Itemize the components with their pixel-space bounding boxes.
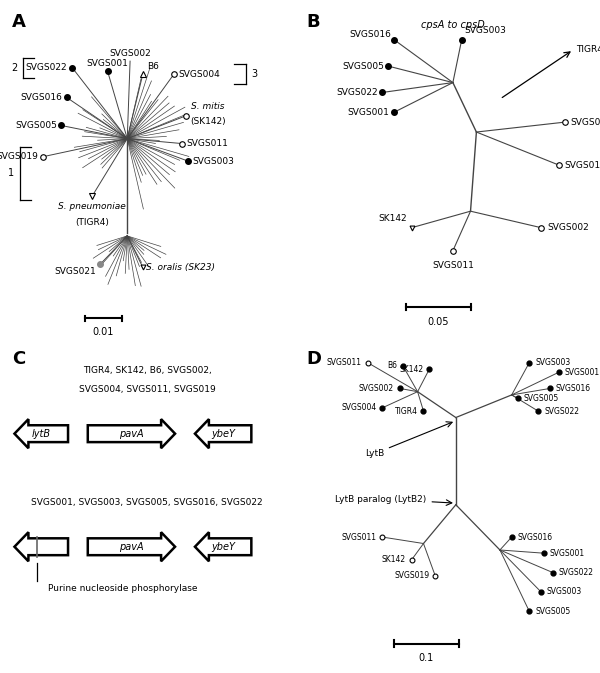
Text: SVGS016: SVGS016 xyxy=(20,93,62,102)
Text: SVGS004: SVGS004 xyxy=(571,118,600,127)
Text: LytB: LytB xyxy=(365,422,452,458)
Text: SVGS019: SVGS019 xyxy=(0,152,38,162)
FancyArrow shape xyxy=(88,532,175,561)
Text: Purine nucleoside phosphorylase: Purine nucleoside phosphorylase xyxy=(48,584,198,593)
Text: SVGS003: SVGS003 xyxy=(535,358,571,367)
Text: SVGS003: SVGS003 xyxy=(464,26,506,35)
Text: S. oralis (SK23): S. oralis (SK23) xyxy=(146,262,215,272)
FancyArrow shape xyxy=(195,419,251,448)
Text: SVGS005: SVGS005 xyxy=(342,62,384,71)
Text: SVGS001, SVGS003, SVGS005, SVGS016, SVGS022: SVGS001, SVGS003, SVGS005, SVGS016, SVGS… xyxy=(31,498,263,507)
Text: SVGS005: SVGS005 xyxy=(523,394,559,402)
Text: SVGS021: SVGS021 xyxy=(55,267,96,276)
Text: pavA: pavA xyxy=(119,429,144,439)
Text: SVGS022: SVGS022 xyxy=(559,568,594,577)
Text: SK142: SK142 xyxy=(382,555,406,564)
Text: SVGS003: SVGS003 xyxy=(547,588,582,596)
Text: SVGS016: SVGS016 xyxy=(556,384,591,393)
Text: cpsA to cpsD: cpsA to cpsD xyxy=(421,20,485,30)
FancyArrow shape xyxy=(88,419,175,448)
Text: SVGS016: SVGS016 xyxy=(518,532,553,542)
Text: SVGS004, SVGS011, SVGS019: SVGS004, SVGS011, SVGS019 xyxy=(79,385,215,394)
Text: SVGS001: SVGS001 xyxy=(565,368,600,377)
Text: SVGS011: SVGS011 xyxy=(432,260,474,270)
Text: SVGS005: SVGS005 xyxy=(15,121,57,130)
Text: S. pneumoniae: S. pneumoniae xyxy=(58,203,126,211)
Text: 2: 2 xyxy=(11,63,17,73)
Text: SVGS019: SVGS019 xyxy=(394,571,430,580)
Text: SVGS002: SVGS002 xyxy=(359,384,394,393)
Text: TIGR4: TIGR4 xyxy=(577,45,600,54)
Text: lytB: lytB xyxy=(32,429,51,439)
Text: SVGS005: SVGS005 xyxy=(535,607,571,616)
Text: SVGS003: SVGS003 xyxy=(192,157,234,166)
Text: (TIGR4): (TIGR4) xyxy=(75,218,109,227)
Text: B: B xyxy=(306,13,320,32)
Text: 0.01: 0.01 xyxy=(92,326,114,336)
Text: (SK142): (SK142) xyxy=(191,117,226,127)
Text: SVGS004: SVGS004 xyxy=(341,403,376,413)
Text: 3: 3 xyxy=(251,69,257,79)
Text: SVGS022: SVGS022 xyxy=(25,63,67,72)
FancyArrow shape xyxy=(14,532,68,561)
Text: SVGS001: SVGS001 xyxy=(86,59,128,68)
Text: SVGS011: SVGS011 xyxy=(327,358,362,367)
Text: A: A xyxy=(11,13,26,32)
Text: SVGS011: SVGS011 xyxy=(341,532,376,542)
FancyArrow shape xyxy=(195,532,251,561)
Text: SVGS004: SVGS004 xyxy=(178,70,220,79)
Text: SVGS011: SVGS011 xyxy=(187,139,229,148)
Text: ybeY: ybeY xyxy=(211,542,235,552)
Text: SVGS001: SVGS001 xyxy=(348,108,389,116)
Text: SVGS019: SVGS019 xyxy=(565,161,600,170)
Text: SK142: SK142 xyxy=(379,214,407,223)
Text: TIGR4: TIGR4 xyxy=(395,406,418,415)
Text: SVGS022: SVGS022 xyxy=(544,406,579,415)
Text: C: C xyxy=(11,350,25,367)
Text: SVGS022: SVGS022 xyxy=(336,88,378,97)
Text: SVGS002: SVGS002 xyxy=(547,223,589,232)
Text: SVGS002: SVGS002 xyxy=(109,49,151,58)
FancyArrow shape xyxy=(14,419,68,448)
Text: SVGS016: SVGS016 xyxy=(349,30,391,39)
Text: pavA: pavA xyxy=(119,542,144,552)
Text: 1: 1 xyxy=(8,168,14,178)
Text: LytB paralog (LytB2): LytB paralog (LytB2) xyxy=(335,495,452,505)
Text: 0.1: 0.1 xyxy=(419,653,434,664)
Text: 0.05: 0.05 xyxy=(427,317,449,326)
Text: S. mitis: S. mitis xyxy=(191,102,224,110)
Text: ybeY: ybeY xyxy=(211,429,235,439)
Text: B6: B6 xyxy=(147,62,159,71)
Text: B6: B6 xyxy=(387,361,397,370)
Text: SVGS001: SVGS001 xyxy=(550,548,585,558)
Text: D: D xyxy=(306,350,321,367)
Text: SK142: SK142 xyxy=(400,365,424,374)
Text: TIGR4, SK142, B6, SVGS002,: TIGR4, SK142, B6, SVGS002, xyxy=(83,366,211,375)
